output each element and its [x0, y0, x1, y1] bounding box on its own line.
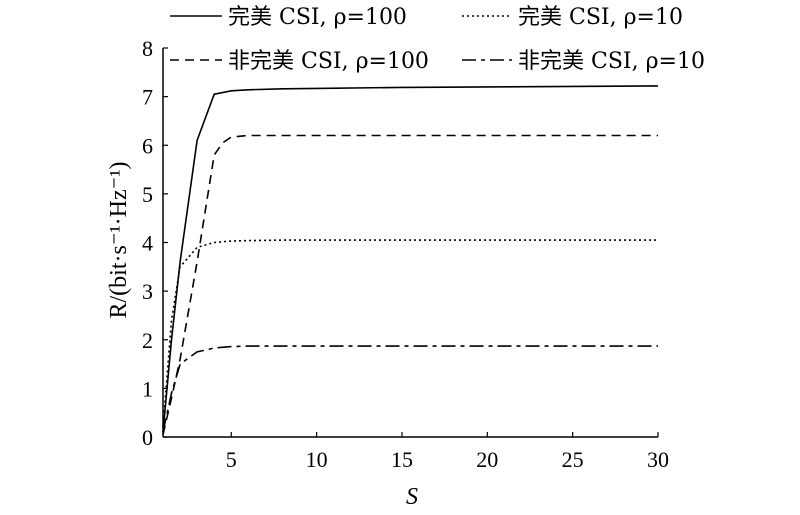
- legend-label-1: 完美 CSI, ρ=100: [228, 5, 407, 30]
- legend: 完美 CSI, ρ=100 完美 CSI, ρ=10 非完美 CSI, ρ=100 非…: [170, 5, 705, 74]
- series-layer: [162, 85, 659, 435]
- y-tick-label: 4: [142, 231, 153, 256]
- x-tick-label: 10: [306, 447, 328, 472]
- series-line-2: [162, 239, 658, 428]
- x-tick-label: 20: [476, 447, 498, 472]
- y-tick-label: 1: [142, 376, 153, 401]
- y-tick-label: 5: [142, 182, 153, 207]
- y-tick-label: 0: [142, 425, 153, 450]
- y-tick-label: 7: [142, 85, 153, 110]
- x-tick-label: 15: [391, 447, 413, 472]
- y-tick-label: 6: [142, 133, 153, 158]
- series-line-4: [162, 345, 658, 433]
- series-line-3: [162, 134, 658, 435]
- y-tick-label: 8: [142, 36, 153, 61]
- y-tick-label: 3: [142, 279, 153, 304]
- x-tick-label: 30: [647, 447, 669, 472]
- axes: [162, 48, 658, 438]
- series-line-1: [162, 85, 659, 433]
- x-axis-title: S: [406, 484, 418, 510]
- legend-label-3: 非完美 CSI, ρ=100: [228, 49, 429, 74]
- x-tick-label: 25: [562, 447, 584, 472]
- legend-label-2: 完美 CSI, ρ=10: [518, 5, 683, 30]
- y-axis-title: R/(bit·s⁻¹·Hz⁻¹): [106, 161, 132, 318]
- ticks-layer: 5 10 15 20 25 30 0 1 2 3 4 5 6 7 8: [142, 36, 669, 472]
- y-tick-label: 2: [142, 328, 153, 353]
- x-tick-label: 5: [226, 447, 237, 472]
- legend-label-4: 非完美 CSI, ρ=10: [518, 49, 705, 74]
